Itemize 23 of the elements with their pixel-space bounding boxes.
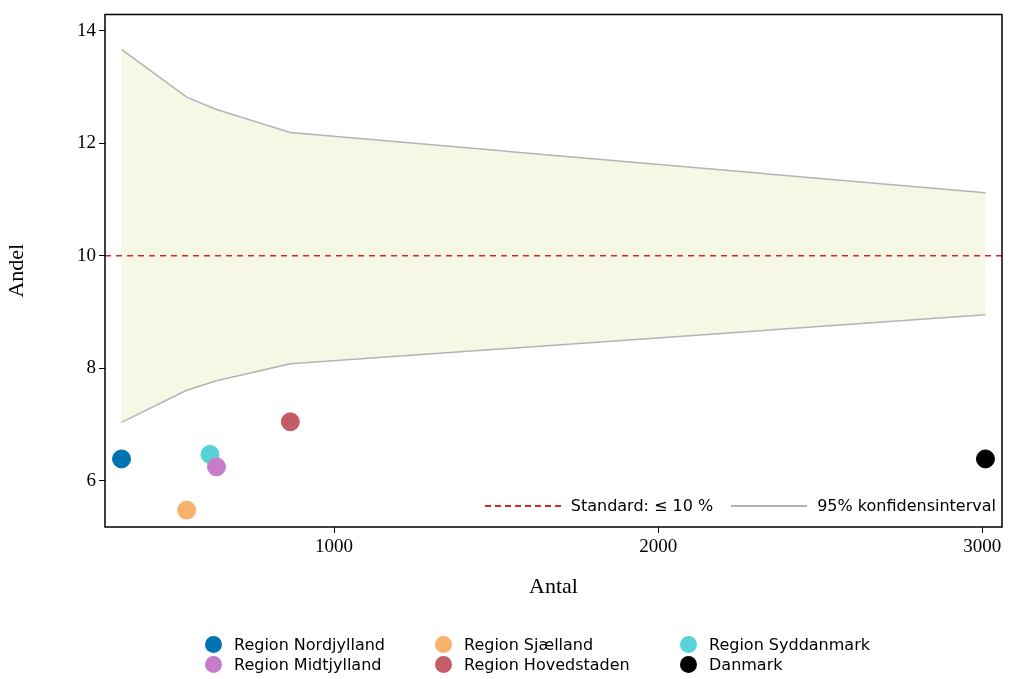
- point: [177, 500, 197, 520]
- point: [975, 449, 995, 469]
- legend-label: Region Nordjylland: [234, 634, 385, 654]
- y-tick-label: 8: [86, 356, 96, 378]
- point: [112, 449, 132, 469]
- legend-label: Region Midtjylland: [234, 654, 382, 674]
- legend-label: Standard: ≤ 10 %: [570, 496, 714, 515]
- y-tick-label: 12: [77, 131, 96, 153]
- legend-label: Region Sjælland: [464, 634, 594, 654]
- legend-label: Danmark: [709, 654, 783, 674]
- x-tick-label: 3000: [963, 535, 1002, 557]
- legend-label: Region Syddanmark: [709, 634, 870, 654]
- x-tick-label: 1000: [315, 535, 354, 557]
- y-tick-label: 10: [77, 243, 96, 265]
- y-tick-label: 6: [86, 468, 96, 490]
- x-tick-label: 2000: [639, 535, 678, 557]
- y-tick-label: 14: [77, 18, 97, 40]
- x-axis-title: Antal: [529, 572, 578, 598]
- legend-label: 95% konfidensinterval: [817, 496, 996, 515]
- point: [280, 412, 300, 432]
- point: [206, 457, 226, 477]
- y-axis-title: Andel: [2, 243, 28, 298]
- legend-label: Region Hovedstaden: [464, 654, 630, 674]
